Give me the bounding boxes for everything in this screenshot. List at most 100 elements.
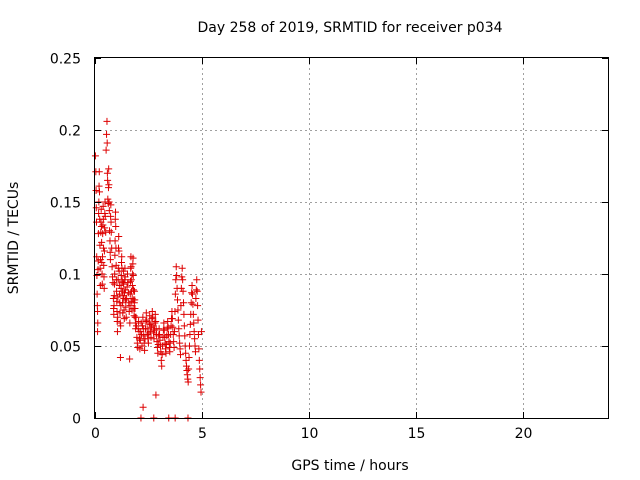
data-point (179, 276, 187, 284)
data-point (194, 302, 202, 310)
data-point (173, 271, 181, 279)
x-axis-label: GPS time / hours (291, 458, 408, 474)
data-point (168, 315, 176, 323)
data-point (131, 305, 139, 313)
data-point (178, 264, 186, 272)
data-point (92, 204, 100, 212)
data-point (131, 287, 139, 295)
data-point (111, 251, 119, 259)
data-point (169, 323, 177, 331)
data-point (163, 332, 171, 340)
data-point (170, 343, 178, 351)
data-point (150, 326, 158, 334)
data-point (123, 283, 131, 291)
data-point (140, 332, 148, 340)
data-point (109, 279, 117, 287)
data-point (119, 299, 127, 307)
data-point (197, 328, 205, 336)
data-point (105, 198, 113, 206)
data-point (121, 286, 129, 294)
data-point (191, 348, 199, 356)
data-point (172, 276, 180, 284)
data-point (182, 349, 190, 357)
data-point (188, 290, 196, 298)
data-point (120, 306, 128, 314)
data-point (195, 345, 203, 353)
data-point (137, 319, 145, 327)
y-tick-label: 0.05 (50, 340, 81, 356)
data-point (154, 349, 162, 357)
data-point (167, 322, 175, 330)
data-point (193, 287, 201, 295)
data-point (194, 330, 202, 338)
data-point (100, 284, 108, 292)
data-point (147, 323, 155, 331)
data-point (193, 276, 201, 284)
data-point (102, 146, 110, 154)
data-point (110, 310, 118, 318)
data-point (103, 139, 111, 147)
data-point (151, 319, 159, 327)
data-point (101, 224, 109, 232)
data-point (174, 316, 182, 324)
data-point (179, 287, 187, 295)
data-point (105, 207, 113, 215)
data-point (132, 322, 140, 330)
data-point (120, 315, 128, 323)
data-point (103, 117, 111, 125)
data-point (197, 388, 205, 396)
data-point (94, 319, 102, 327)
data-point (180, 310, 188, 318)
data-point (106, 248, 114, 256)
data-point (115, 247, 123, 255)
data-point (189, 310, 197, 318)
data-point (94, 328, 102, 336)
y-tick-label: 0.25 (50, 52, 81, 68)
data-point (158, 362, 166, 370)
data-point (98, 253, 106, 261)
data-point (147, 333, 155, 341)
data-point (115, 282, 123, 290)
data-point (172, 263, 180, 271)
data-point (157, 348, 165, 356)
plot-frame (94, 57, 609, 419)
data-point (171, 307, 179, 315)
data-point (190, 328, 198, 336)
x-tick-label: 10 (301, 426, 319, 442)
data-point (95, 168, 103, 176)
data-point (117, 271, 125, 279)
data-point (189, 300, 197, 308)
data-point (166, 348, 174, 356)
data-point (113, 297, 121, 305)
x-tick-label: 15 (408, 426, 426, 442)
x-tick-label: 20 (515, 426, 533, 442)
data-point (142, 318, 150, 326)
data-point (106, 227, 114, 235)
data-point (112, 222, 120, 230)
data-point (126, 355, 134, 363)
data-point (99, 202, 107, 210)
data-point (192, 294, 200, 302)
data-point (141, 346, 149, 354)
data-point (126, 290, 134, 298)
data-point (188, 282, 196, 290)
data-point (129, 270, 137, 278)
data-point (98, 280, 106, 288)
data-point (127, 276, 135, 284)
data-point (91, 152, 99, 160)
data-point (196, 365, 204, 373)
data-point (117, 322, 125, 330)
data-point (107, 201, 115, 209)
data-point (142, 309, 150, 317)
data-point (95, 210, 103, 218)
y-tick-label: 0.1 (59, 268, 81, 284)
data-point (177, 351, 184, 359)
data-point (129, 271, 137, 279)
data-point (119, 267, 127, 275)
data-point (169, 330, 177, 338)
data-point (131, 296, 139, 304)
data-point (188, 289, 196, 297)
data-point (100, 247, 108, 255)
data-point (105, 165, 113, 173)
data-point (187, 299, 195, 307)
